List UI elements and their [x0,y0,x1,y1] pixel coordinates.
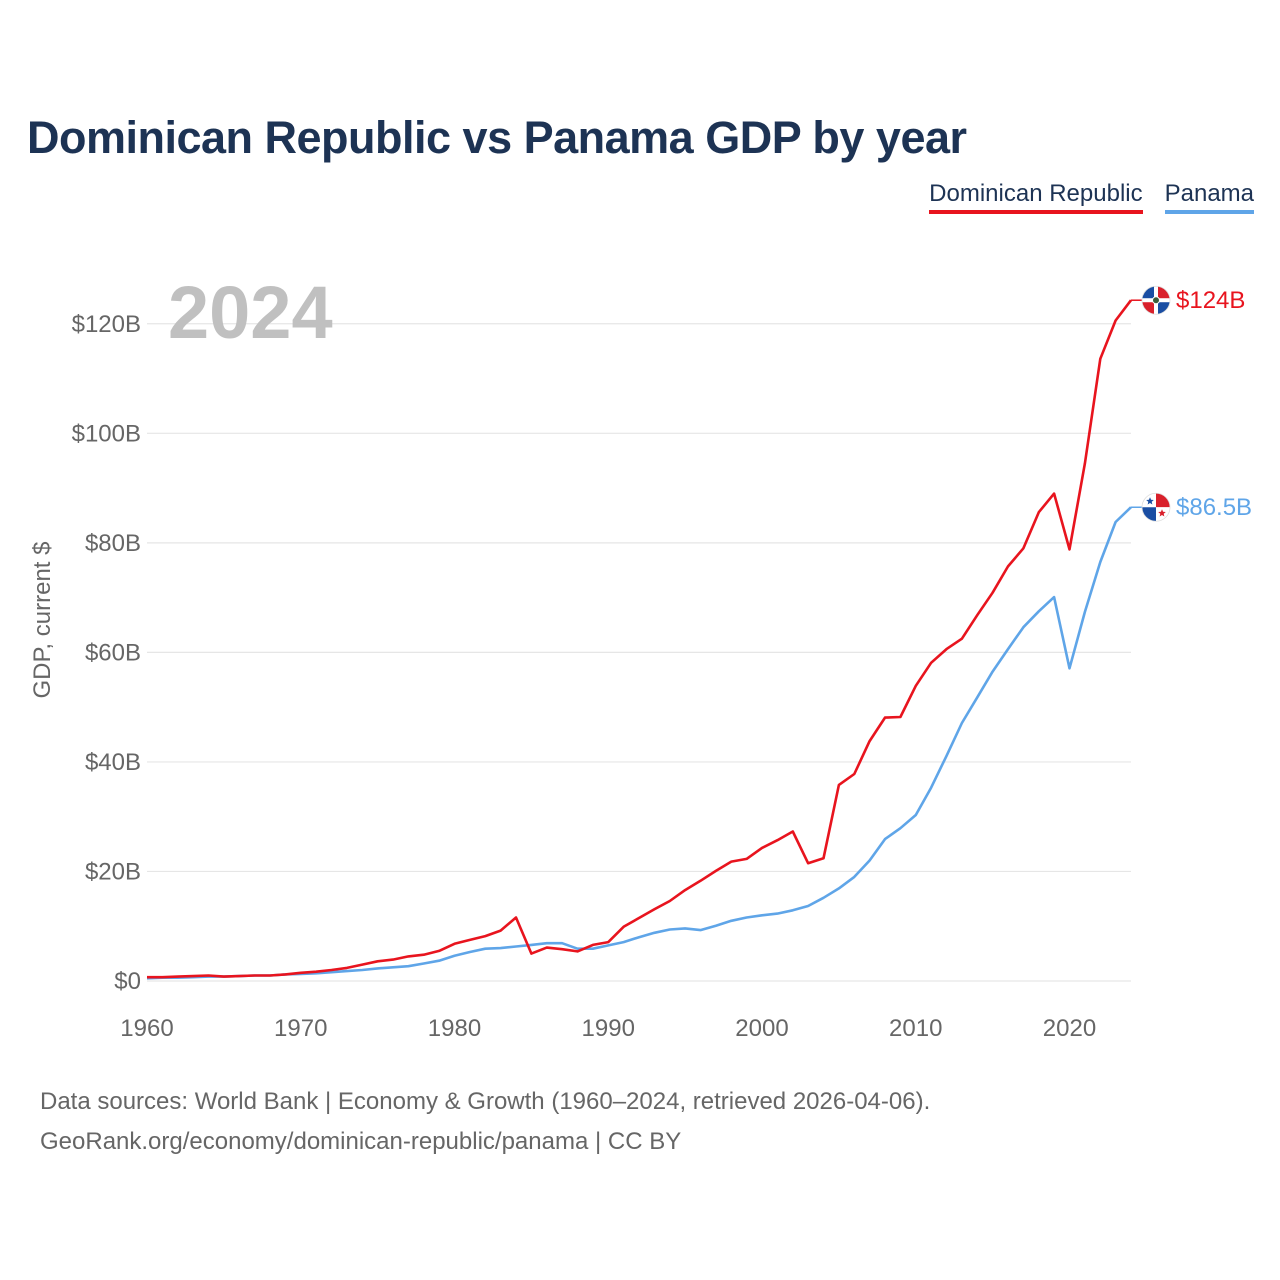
x-tick-label: 1980 [428,1015,481,1042]
source-line-1: Data sources: World Bank | Economy & Gro… [40,1088,931,1115]
x-tick-label: 2010 [889,1015,942,1042]
y-tick-label: $80B [85,530,141,557]
source-line-2[interactable]: GeoRank.org/economy/dominican-republic/p… [40,1128,682,1155]
y-axis-label: GDP, current $ [29,542,56,699]
end-label-dominican-republic: $124B [1176,287,1245,314]
x-axis-ticks: 1960 1970 1980 1990 2000 2010 2020 [120,1015,1096,1042]
y-tick-label: $40B [85,749,141,776]
series-line-dominican-republic [147,299,1133,979]
series-lines [146,299,1133,980]
series-end-labels: $124B $86.5B [1131,285,1252,522]
legend: Dominican Republic Panama [929,180,1254,214]
source-note: Data sources: World Bank | Economy & Gro… [40,1082,930,1162]
x-tick-label: 2020 [1043,1015,1096,1042]
y-tick-label: $60B [85,639,141,666]
y-tick-label: $120B [72,311,141,338]
legend-item-dominican-republic[interactable]: Dominican Republic [929,180,1143,214]
end-label-panama: $86.5B [1176,494,1252,521]
grid-lines [147,323,1131,982]
x-tick-label: 1990 [582,1015,635,1042]
gdp-line-chart: $0 $20B $40B $60B $80B $100B $120B 1960 1970 198… [29,271,1252,1042]
y-tick-label: $20B [85,858,141,885]
page-title: Dominican Republic vs Panama GDP by year [27,112,967,163]
series-line-panama [146,506,1132,980]
y-tick-label: $100B [72,420,141,447]
dominican-republic-flag-icon [1141,285,1171,315]
year-watermark: 2024 [168,271,333,354]
panama-flag-icon [1141,492,1171,522]
y-axis-ticks: $0 $20B $40B $60B $80B $100B $120B [72,311,141,995]
y-tick-label: $0 [114,968,141,995]
legend-item-panama[interactable]: Panama [1164,180,1254,214]
x-tick-label: 1960 [120,1015,173,1042]
x-tick-label: 2000 [735,1015,788,1042]
x-tick-label: 1970 [274,1015,327,1042]
